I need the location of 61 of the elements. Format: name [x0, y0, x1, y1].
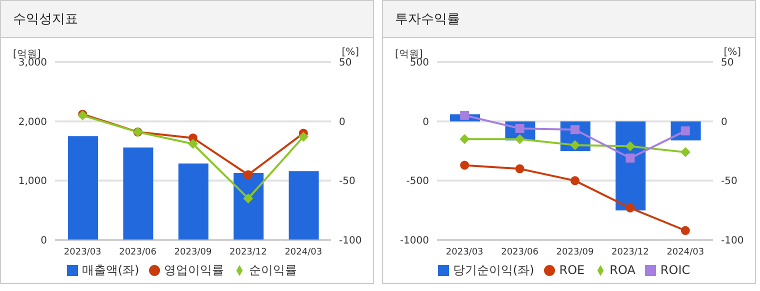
point [570, 176, 580, 186]
y-tick-label: 2,000 [18, 116, 47, 128]
point [515, 164, 524, 174]
point [680, 226, 690, 236]
legend-label: 당기순이익(좌) [452, 263, 534, 277]
x-tick-label: 2023/03 [64, 247, 102, 258]
x-tick-label: 2023/06 [501, 247, 539, 258]
y-tick-label: 0 [422, 116, 429, 128]
y2-tick-label: 50 [339, 58, 352, 69]
x-tick-label: 2023/03 [446, 247, 484, 258]
point [244, 170, 253, 180]
point [680, 147, 690, 158]
bar [234, 172, 264, 240]
y2-tick-label: -50 [721, 176, 738, 188]
x-tick-label: 2023/09 [556, 247, 594, 258]
bar [123, 147, 154, 240]
y-tick-label: 3,000 [18, 58, 47, 69]
chart-title: 투자수익률 [383, 1, 755, 38]
x-tick-label: 2024/03 [666, 247, 704, 258]
x-tick-label: 2024/03 [284, 247, 322, 258]
y-tick-label: 500 [410, 58, 429, 69]
point [626, 203, 635, 212]
y-axis-title: [억원] [13, 48, 41, 60]
legend-label: 순이익률 [249, 263, 298, 277]
y2-tick-label: 50 [721, 58, 734, 69]
x-tick-label: 2023/12 [612, 247, 649, 258]
y2-tick-label: 0 [721, 116, 728, 128]
point [570, 140, 580, 150]
y2-axis-title: [%] [342, 47, 359, 58]
y-tick-label: 1,000 [18, 176, 47, 188]
y2-tick-label: -50 [339, 176, 356, 188]
point [298, 132, 308, 142]
y2-axis-title: [%] [724, 47, 741, 58]
y-axis-title: [억원] [395, 48, 423, 60]
chart-title: 수익성지표 [1, 1, 373, 38]
point [626, 154, 635, 163]
y2-tick-label: -100 [721, 236, 744, 247]
y2-tick-label: -100 [339, 236, 362, 247]
bar [288, 171, 319, 240]
point [460, 160, 470, 170]
point [570, 125, 580, 134]
y2-tick-label: 0 [339, 116, 346, 128]
x-tick-label: 2023/09 [174, 247, 212, 258]
legend-label: 매출액(좌) [82, 263, 140, 277]
y-tick-label: 0 [40, 236, 47, 247]
point [460, 134, 470, 144]
x-tick-label: 2023/06 [119, 247, 157, 258]
point [625, 141, 636, 152]
legend-label: ROIC [660, 263, 690, 277]
y-tick-label: -1000 [400, 236, 429, 247]
bar [68, 136, 98, 240]
x-tick-label: 2023/12 [230, 247, 267, 258]
bar [178, 163, 208, 240]
legend-label: ROA [610, 263, 636, 277]
point [514, 134, 525, 144]
point [460, 110, 470, 120]
y-tick-label: -500 [406, 176, 429, 188]
legend-label: 영업이익률 [164, 263, 224, 277]
point [243, 193, 254, 204]
legend-label: ROE [559, 263, 585, 277]
point [188, 138, 198, 149]
